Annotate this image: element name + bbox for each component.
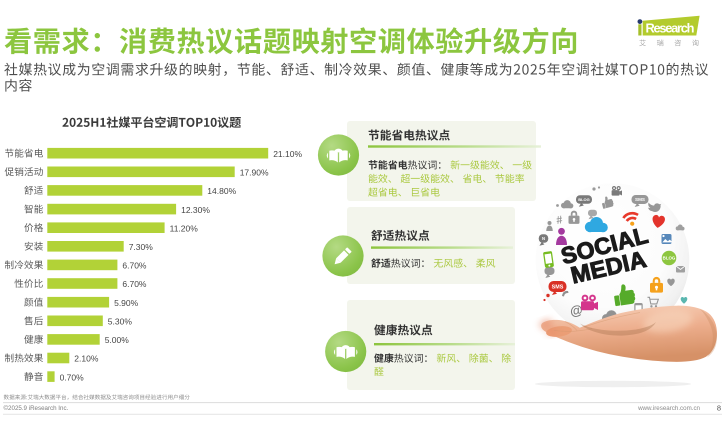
svg-text:12.30%: 12.30%	[181, 205, 210, 215]
svg-text:5.00%: 5.00%	[105, 335, 130, 345]
svg-text:5.30%: 5.30%	[108, 317, 133, 327]
svg-text:6.70%: 6.70%	[122, 261, 147, 271]
svg-text:SMS: SMS	[635, 197, 645, 202]
svg-text:21.10%: 21.10%	[273, 149, 302, 159]
svg-text:@: @	[569, 302, 585, 319]
svg-text:©2025.9 iResearch Inc.: ©2025.9 iResearch Inc.	[4, 405, 69, 412]
svg-text:SMS: SMS	[552, 284, 564, 290]
svg-text:7.30%: 7.30%	[129, 242, 154, 252]
svg-text:2.10%: 2.10%	[74, 354, 99, 364]
svg-text:www.iresearch.com.cn: www.iresearch.com.cn	[637, 405, 700, 412]
svg-text:0.70%: 0.70%	[60, 372, 85, 382]
svg-text:17.90%: 17.90%	[240, 168, 269, 178]
svg-text:N: N	[542, 236, 545, 241]
svg-text:8: 8	[717, 404, 721, 413]
svg-text:BLOG: BLOG	[663, 256, 676, 261]
svg-text:11.20%: 11.20%	[170, 223, 199, 233]
svg-text:#: #	[555, 214, 563, 227]
svg-text:6.70%: 6.70%	[122, 279, 147, 289]
svg-text:BLOG: BLOG	[578, 197, 590, 202]
svg-text:5.90%: 5.90%	[114, 298, 139, 308]
svg-text:14.80%: 14.80%	[207, 186, 236, 196]
svg-text:Research: Research	[646, 20, 695, 35]
